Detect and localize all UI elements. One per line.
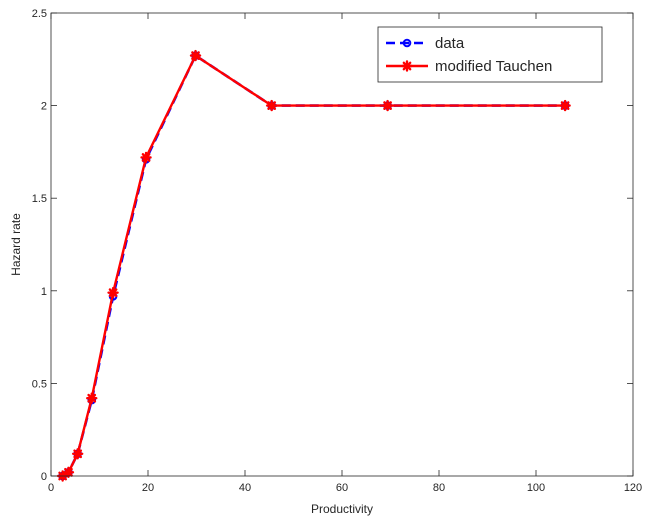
x-tick-label: 80 xyxy=(433,482,445,494)
legend-box xyxy=(377,26,603,83)
plot-frame xyxy=(50,12,634,477)
x-tick-label: 120 xyxy=(624,482,642,494)
y-tick-label: 1.5 xyxy=(32,193,47,205)
data-point-modified-tauchen xyxy=(559,99,571,112)
series-layer xyxy=(56,49,571,482)
plot-area xyxy=(51,13,633,476)
x-tick-label: 20 xyxy=(142,482,154,494)
legend-entry-modified-tauchen xyxy=(386,60,428,72)
legend-marker-modified-tauchen xyxy=(401,60,413,72)
legend-marker-data xyxy=(402,38,412,48)
data-point-modified-tauchen xyxy=(86,392,98,404)
x-tick-label: 100 xyxy=(527,482,545,494)
series-line-modified-tauchen xyxy=(61,54,566,478)
x-tick-label: 60 xyxy=(336,482,348,494)
x-tick-label: 40 xyxy=(239,482,251,494)
legend: data modified Tauchen xyxy=(377,26,603,83)
y-axis-label: Hazard rate xyxy=(9,213,23,276)
legend-entry-data xyxy=(386,38,428,48)
x-tick-label: 0 xyxy=(48,482,54,494)
data-point-modified-tauchen xyxy=(140,151,152,164)
x-axis-label: Productivity xyxy=(311,502,373,516)
ticks-layer: 0 20 40 60 80 100 120 0 0.5 1 1.5 2 2.5 xyxy=(32,8,642,494)
y-tick-label: 1 xyxy=(41,286,47,298)
y-tick-label: 0.5 xyxy=(32,378,47,390)
data-point-modified-tauchen xyxy=(381,99,394,112)
series-modified-tauchen xyxy=(56,49,571,482)
data-point-modified-tauchen xyxy=(62,466,75,478)
y-tick-label: 0 xyxy=(41,471,47,483)
data-point-modified-tauchen xyxy=(265,99,278,112)
legend-label-data: data xyxy=(435,35,465,52)
data-point-modified-tauchen xyxy=(189,49,202,62)
y-tick-label: 2.5 xyxy=(32,8,47,20)
data-point-modified-tauchen xyxy=(71,448,84,460)
data-point-modified-tauchen xyxy=(107,286,119,299)
y-tick-label: 2 xyxy=(41,101,47,113)
legend-label-modified-tauchen: modified Tauchen xyxy=(435,58,552,75)
